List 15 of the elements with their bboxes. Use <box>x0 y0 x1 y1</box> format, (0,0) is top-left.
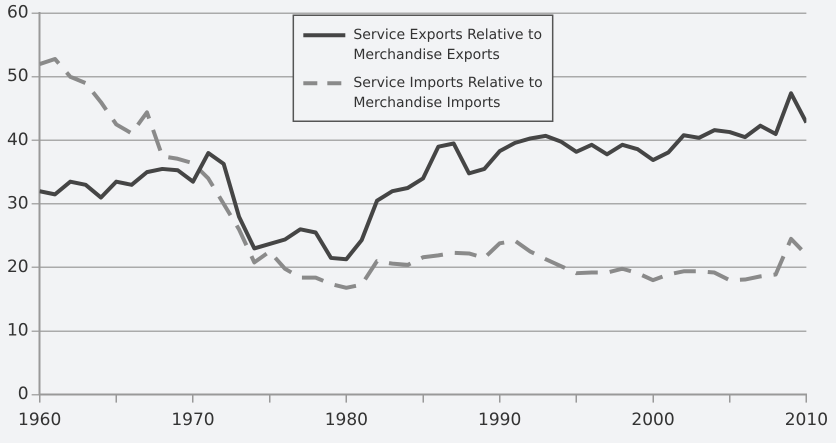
x-tick-label: 1960 <box>18 410 62 430</box>
y-tick-label: 60 <box>6 2 29 23</box>
y-tick-label: 40 <box>6 130 29 150</box>
y-tick-label: 50 <box>6 66 29 86</box>
x-tick-label: 1990 <box>478 410 522 430</box>
y-tick-label: 20 <box>6 256 29 277</box>
legend-label: Service Exports Relative to Merchandise Exports <box>353 26 542 63</box>
x-tick-label: 1970 <box>171 410 215 430</box>
y-tick-label: 0 <box>18 384 29 404</box>
legend-label: Service Imports Relative to Merchandise Imports <box>353 74 543 111</box>
x-tick-label: 1980 <box>324 410 368 430</box>
y-tick-label: 30 <box>6 193 29 214</box>
y-tick-label: 10 <box>6 320 29 340</box>
x-tick-label: 2010 <box>784 410 828 430</box>
x-tick-label: 2000 <box>631 410 675 430</box>
